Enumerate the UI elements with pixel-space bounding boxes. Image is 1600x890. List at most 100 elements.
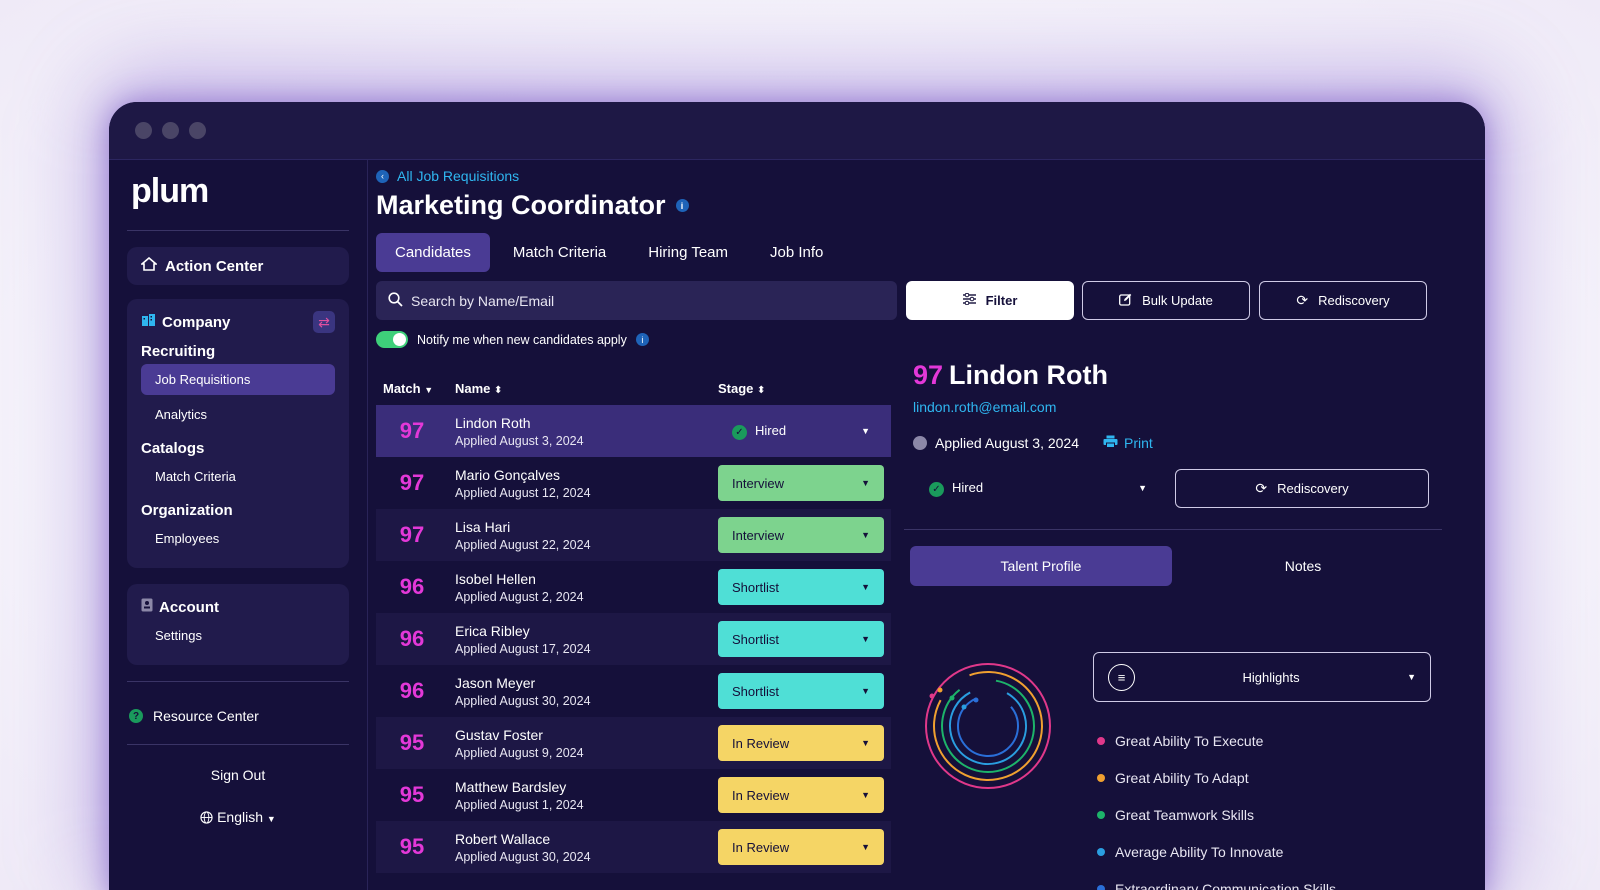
candidate-name: Isobel Hellen xyxy=(455,570,536,587)
column-stage[interactable]: Stage ⬍ xyxy=(718,381,766,396)
sort-desc-icon: ▼ xyxy=(424,385,434,395)
stage-label: Interview xyxy=(732,527,785,543)
sidebar-item-analytics[interactable]: Analytics xyxy=(155,407,208,422)
refresh-icon[interactable]: ⇄ xyxy=(313,311,335,333)
table-row[interactable]: 95 Robert Wallace Applied August 30, 2024 I… xyxy=(376,821,891,873)
candidate-applied-date: Applied August 22, 2024 xyxy=(455,537,591,552)
back-icon: ‹ xyxy=(376,169,389,183)
candidate-info: Matthew Bardsley Applied August 1, 2024 xyxy=(448,779,708,812)
stage-dropdown[interactable]: Shortlist ▼ xyxy=(718,673,884,709)
window-dot-close[interactable] xyxy=(135,122,152,139)
trait-item: Great Ability To Execute xyxy=(1097,722,1336,759)
match-score: 97 xyxy=(399,418,425,443)
stage-dropdown[interactable]: In Review ▼ xyxy=(718,777,884,813)
stage-label: Shortlist xyxy=(732,683,779,699)
stage-dropdown[interactable]: Shortlist ▼ xyxy=(718,569,884,605)
rediscovery-button[interactable]: ⟳ Rediscovery xyxy=(1259,281,1427,320)
breadcrumb[interactable]: ‹ All Job Requisitions xyxy=(376,168,519,184)
sidebar-item-employees[interactable]: Employees xyxy=(155,531,220,546)
stage-dropdown[interactable]: In Review ▼ xyxy=(718,725,884,761)
window-dot-minimize[interactable] xyxy=(162,122,179,139)
trait-dot-icon xyxy=(1097,810,1105,819)
caret-down-icon: ▼ xyxy=(861,530,870,540)
sliders-icon xyxy=(962,292,976,308)
window-dot-maximize[interactable] xyxy=(189,122,206,139)
app-window: plum Action Center Company ⇄ Recruiting … xyxy=(109,102,1485,890)
refresh-icon: ⟳ xyxy=(1296,292,1309,308)
caret-down-icon: ▼ xyxy=(861,634,870,644)
filter-button[interactable]: Filter xyxy=(906,281,1074,320)
info-icon[interactable]: i xyxy=(635,333,649,346)
candidate-name: Erica Ribley xyxy=(455,622,530,639)
stage-dropdown[interactable]: Interview ▼ xyxy=(718,465,884,501)
candidate-applied-date: Applied August 2, 2024 xyxy=(455,589,584,604)
detail-stage-dropdown[interactable]: ✓ Hired ▼ xyxy=(913,469,1163,507)
column-name[interactable]: Name ⬍ xyxy=(455,381,503,396)
match-score: 97 xyxy=(399,470,425,495)
tab-hiring-team[interactable]: Hiring Team xyxy=(648,244,729,261)
check-icon: ✓ xyxy=(732,424,747,440)
candidate-table: 97 Lindon Roth Applied August 3, 2024 ✓ Hire… xyxy=(376,405,891,873)
title-bar xyxy=(109,102,1485,160)
language-selector[interactable]: English ▼ xyxy=(127,809,349,825)
detail-rediscovery-button[interactable]: ⟳ Rediscovery xyxy=(1175,469,1429,508)
table-row[interactable]: 96 Isobel Hellen Applied August 2, 2024 Sho… xyxy=(376,561,891,613)
stage-dropdown[interactable]: Interview ▼ xyxy=(718,517,884,553)
detail-name: Lindon Roth xyxy=(949,360,1108,390)
notify-toggle[interactable] xyxy=(376,331,408,348)
detail-email-link[interactable]: lindon.roth@email.com xyxy=(913,399,1057,415)
sidebar-item-settings[interactable]: Settings xyxy=(155,628,202,643)
table-row[interactable]: 97 Lindon Roth Applied August 3, 2024 ✓ Hire… xyxy=(376,405,891,457)
sign-out-link[interactable]: Sign Out xyxy=(210,767,266,783)
organization-heading: Organization xyxy=(141,502,233,519)
match-score: 95 xyxy=(399,782,425,807)
table-row[interactable]: 96 Erica Ribley Applied August 17, 2024 Sho… xyxy=(376,613,891,665)
stage-dropdown[interactable]: Shortlist ▼ xyxy=(718,621,884,657)
print-link[interactable]: Print xyxy=(1103,435,1153,451)
tab-match-criteria[interactable]: Match Criteria xyxy=(512,244,607,261)
trait-label: Great Teamwork Skills xyxy=(1115,806,1255,823)
company-heading: Company xyxy=(141,313,230,331)
caret-down-icon: ▼ xyxy=(861,426,870,436)
action-center-button[interactable]: Action Center xyxy=(127,247,349,285)
caret-down-icon: ▼ xyxy=(861,478,870,488)
highlights-dropdown[interactable]: ≡ Highlights ▼ xyxy=(1093,652,1431,702)
trait-label: Average Ability To Innovate xyxy=(1115,843,1284,860)
building-icon xyxy=(141,313,156,331)
tab-bar: Candidates Match Criteria Hiring Team Jo… xyxy=(376,233,842,272)
stage-label: Shortlist xyxy=(732,631,779,647)
table-row[interactable]: 97 Lisa Hari Applied August 22, 2024 Interv… xyxy=(376,509,891,561)
sidebar-item-job-requisitions[interactable]: Job Requisitions xyxy=(141,364,335,395)
table-row[interactable]: 95 Matthew Bardsley Applied August 1, 2024… xyxy=(376,769,891,821)
table-row[interactable]: 96 Jason Meyer Applied August 30, 2024 Shor… xyxy=(376,665,891,717)
table-row[interactable]: 97 Mario Gonçalves Applied August 12, 2024… xyxy=(376,457,891,509)
divider xyxy=(127,230,349,231)
tab-talent-profile[interactable]: Talent Profile xyxy=(910,546,1172,586)
page-title-text: Marketing Coordinator xyxy=(376,190,666,220)
sidebar-item-match-criteria[interactable]: Match Criteria xyxy=(155,469,236,484)
detail-score: 97 xyxy=(913,360,944,390)
trait-dot-icon xyxy=(1097,847,1105,856)
filter-label: Filter xyxy=(985,293,1018,308)
globe-icon xyxy=(200,809,217,825)
table-row[interactable]: 95 Gustav Foster Applied August 9, 2024 In … xyxy=(376,717,891,769)
info-icon[interactable]: i xyxy=(675,199,689,212)
traits-list: Great Ability To Execute Great Ability To… xyxy=(1097,722,1336,890)
tab-job-info[interactable]: Job Info xyxy=(770,244,824,261)
column-match[interactable]: Match ▼ xyxy=(383,381,434,396)
candidate-applied-date: Applied August 12, 2024 xyxy=(455,485,591,500)
trait-item: Great Ability To Adapt xyxy=(1097,759,1336,796)
stage-dropdown[interactable]: In Review ▼ xyxy=(718,829,884,865)
bulk-update-button[interactable]: Bulk Update xyxy=(1082,281,1250,320)
tab-candidates[interactable]: Candidates xyxy=(376,233,490,272)
search-input[interactable] xyxy=(411,292,871,309)
rings-graphic xyxy=(925,663,1051,789)
search-icon xyxy=(388,291,403,310)
candidate-applied-date: Applied August 3, 2024 xyxy=(455,433,584,448)
catalogs-heading: Catalogs xyxy=(141,440,205,457)
resource-center-link[interactable]: ? Resource Center xyxy=(127,702,349,730)
detail-tabs: Talent Profile Notes xyxy=(910,546,1444,586)
tab-notes[interactable]: Notes xyxy=(1284,558,1322,574)
talent-profile-rings xyxy=(922,660,1057,800)
stage-dropdown[interactable]: ✓ Hired ▼ xyxy=(718,413,884,449)
